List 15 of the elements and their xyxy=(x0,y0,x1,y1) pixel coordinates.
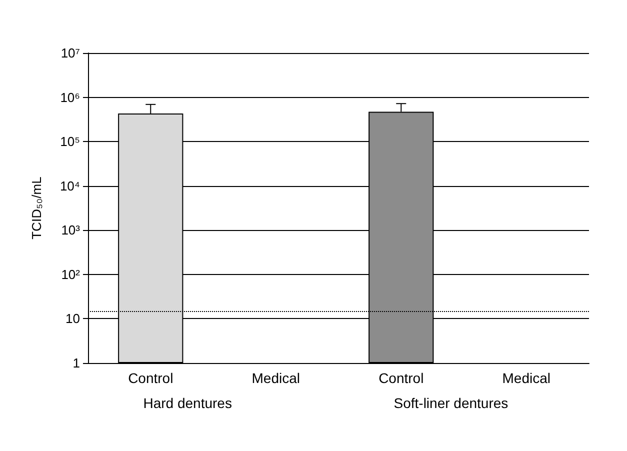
x-tick-label: Medical xyxy=(252,370,300,386)
x-tick-label: Control xyxy=(378,370,424,386)
y-tick-label: 10⁷ xyxy=(60,46,80,60)
y-tick-label: 10⁶ xyxy=(60,90,80,105)
y-axis-title: TCID₅₀/mL xyxy=(29,176,44,240)
text: Soft-liner dentures xyxy=(394,395,508,411)
x-tick-label: Medical xyxy=(502,370,550,386)
text: Hard dentures xyxy=(143,395,232,411)
y-tick-label: 1 xyxy=(72,356,80,370)
y-tick-label: 10³ xyxy=(61,222,81,238)
x-tick-label: Control xyxy=(128,370,174,386)
y-tick-label: 10⁵ xyxy=(60,134,80,150)
y-tick-label: 10 xyxy=(66,311,80,326)
y-tick-label: 10⁴ xyxy=(60,178,80,194)
y-tick-label: 10² xyxy=(61,266,81,282)
